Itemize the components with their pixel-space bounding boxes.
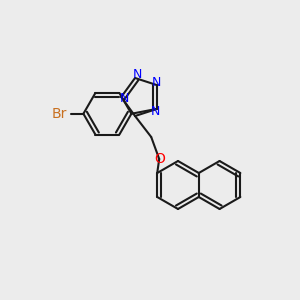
Text: N: N bbox=[132, 68, 142, 82]
Text: O: O bbox=[154, 152, 165, 166]
Text: N: N bbox=[151, 105, 160, 118]
Text: N: N bbox=[119, 92, 129, 106]
Text: Br: Br bbox=[52, 107, 67, 121]
Text: N: N bbox=[152, 76, 161, 89]
